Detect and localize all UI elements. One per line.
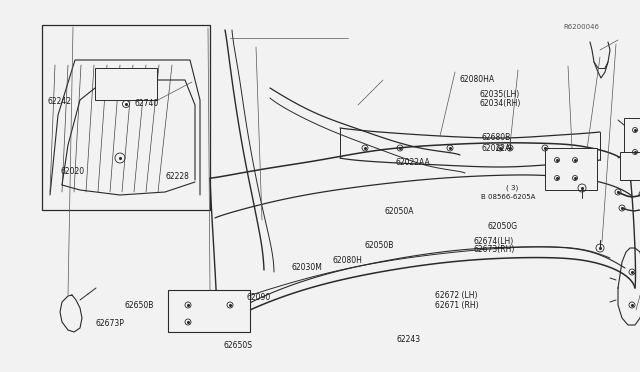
Text: 62090: 62090 [246,293,271,302]
Text: 62680B: 62680B [481,133,511,142]
Text: 62050G: 62050G [488,222,518,231]
Text: 62022A: 62022A [481,144,511,153]
Text: 62020: 62020 [61,167,85,176]
Bar [168,290,250,332]
Text: R6200046: R6200046 [563,24,599,30]
Text: ( 3): ( 3) [506,185,518,192]
Text: 62650B: 62650B [124,301,154,310]
Text: 62080HA: 62080HA [460,75,495,84]
Text: 62671 (RH): 62671 (RH) [435,301,479,310]
Text: 62228: 62228 [165,172,189,181]
Text: 62673P: 62673P [96,319,125,328]
Text: 62242: 62242 [48,97,72,106]
Text: 62050A: 62050A [385,207,414,216]
Bar [624,118,640,163]
Bar [95,68,157,100]
Bar [620,152,640,180]
Text: 62674(LH): 62674(LH) [474,237,514,246]
Bar [545,148,597,190]
Text: 62740: 62740 [134,99,159,108]
Text: B 08566-6205A: B 08566-6205A [481,194,536,200]
Text: 62650S: 62650S [224,341,253,350]
Text: 62035(LH): 62035(LH) [480,90,520,99]
Text: 62034(RH): 62034(RH) [480,99,522,108]
Text: 62243: 62243 [397,335,421,344]
Text: 62672 (LH): 62672 (LH) [435,291,477,300]
Text: 62030M: 62030M [292,263,323,272]
Text: 62080H: 62080H [333,256,363,265]
Bar [42,25,210,210]
Text: 62673(RH): 62673(RH) [474,246,515,254]
Text: 62022AA: 62022AA [396,158,430,167]
Text: 62050B: 62050B [365,241,394,250]
